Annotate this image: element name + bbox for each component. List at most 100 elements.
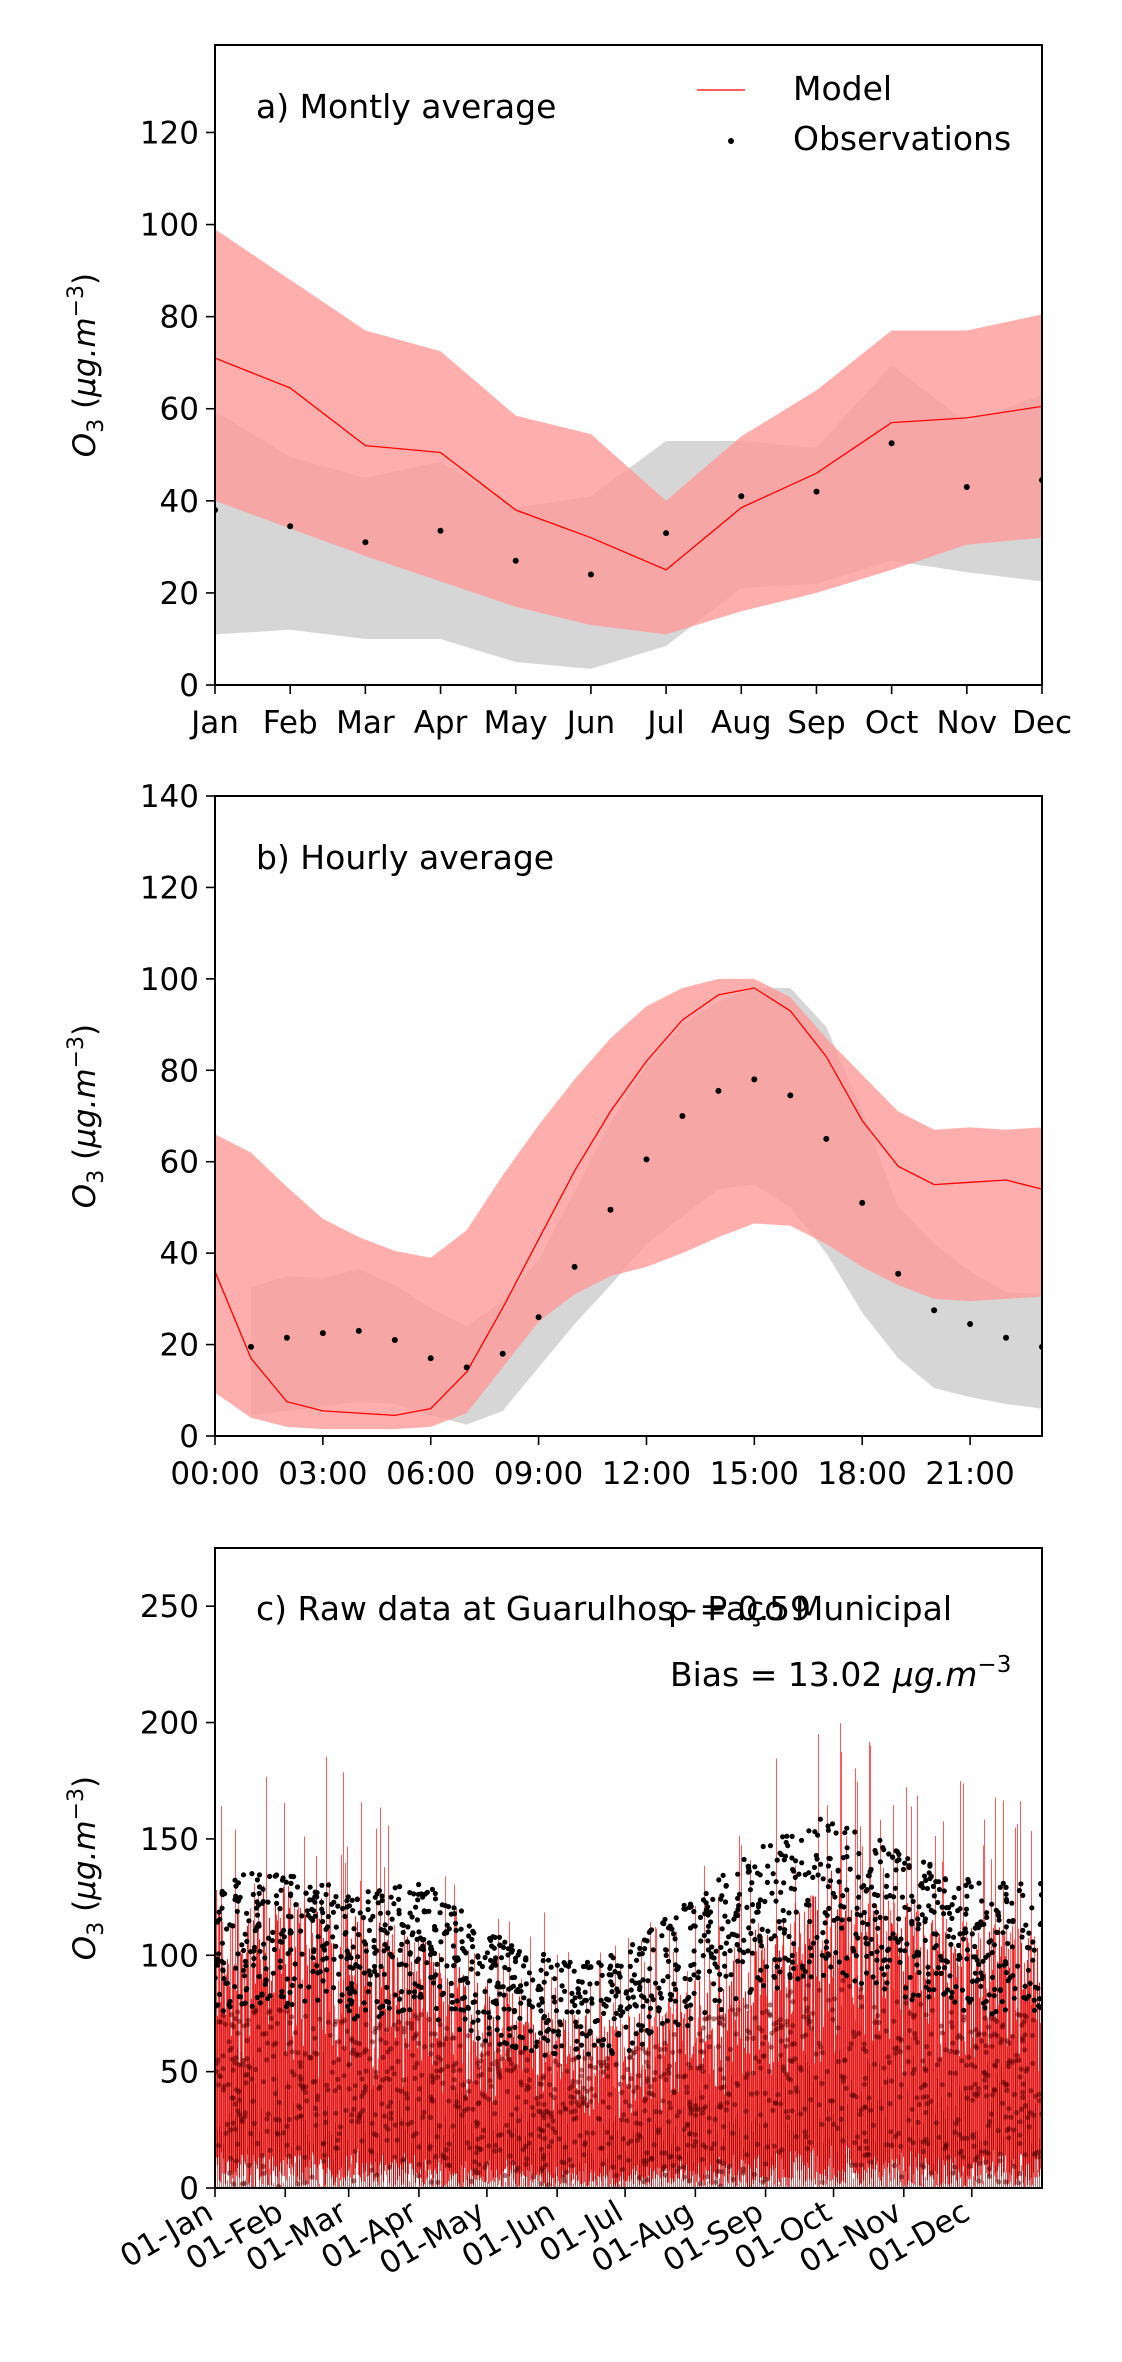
- observation-point: [721, 2160, 727, 2166]
- observation-point: [273, 2091, 279, 2097]
- observation-point: [215, 2002, 221, 2008]
- observation-point: [933, 1931, 940, 1937]
- observation-point: [874, 1957, 880, 1963]
- observation-point: [215, 1962, 220, 1968]
- observation-point: [293, 1902, 299, 1908]
- observation-point: [542, 2135, 548, 2142]
- observation-point: [657, 2109, 663, 2115]
- observation-point: [717, 2183, 724, 2188]
- observation-point: [893, 2050, 899, 2056]
- observation-point: [767, 2002, 773, 2008]
- observation-point: [535, 2101, 541, 2107]
- observation-point: [489, 2061, 495, 2067]
- observation-point: [693, 2106, 699, 2113]
- observation-point: [477, 1960, 483, 1966]
- observation-point: [985, 2150, 991, 2156]
- observation-point: [449, 1993, 455, 1999]
- observation-point: [383, 2040, 389, 2046]
- observation-point: [931, 1909, 937, 1915]
- observation-point: [971, 2143, 977, 2149]
- observation-point: [1022, 1983, 1028, 1989]
- observation-point: [797, 2064, 804, 2070]
- observation-point: [978, 1919, 984, 1925]
- panel-label: a) Montly average: [256, 87, 556, 126]
- observation-point: [625, 2066, 631, 2073]
- observation-point: [915, 1926, 921, 1932]
- observation-point: [893, 1867, 899, 1873]
- observation-point: [1003, 2114, 1009, 2120]
- observation-point: [864, 1953, 870, 1959]
- observation-point: [816, 2102, 823, 2108]
- observation-point: [289, 2069, 295, 2075]
- observation-point: [365, 1906, 371, 1913]
- model-line: [215, 987, 1042, 1417]
- observation-point: [394, 2040, 400, 2046]
- observation-point: [322, 2110, 328, 2116]
- observation-point: [1009, 1900, 1015, 1906]
- observation-point: [1035, 2154, 1041, 2160]
- observation-point: [371, 2131, 377, 2137]
- observation-point: [371, 1963, 378, 1970]
- observation-point: [528, 2132, 534, 2138]
- observation-point: [416, 2144, 422, 2150]
- observation-point: [757, 2065, 764, 2071]
- observation-point: [979, 1898, 985, 1904]
- observation-point: [404, 2042, 410, 2049]
- observation-point: [513, 2045, 519, 2051]
- observation-point: [914, 1962, 920, 1968]
- observation-point: [640, 1977, 646, 1983]
- y-tick-label: 60: [160, 392, 199, 428]
- observation-point: [584, 2103, 591, 2109]
- observation-point: [751, 1076, 758, 1083]
- observation-point: [914, 2039, 920, 2045]
- observation-point: [287, 523, 294, 530]
- observation-point: [591, 2042, 597, 2048]
- observation-point: [512, 1955, 519, 1961]
- observation-point: [344, 1956, 350, 1962]
- observation-point: [774, 1964, 780, 1970]
- observation-point: [992, 2016, 998, 2022]
- observation-point: [521, 1963, 527, 1969]
- observation-point: [611, 2016, 617, 2022]
- observation-point: [516, 1949, 523, 1955]
- observation-point: [313, 2105, 319, 2111]
- observation-point: [449, 1999, 455, 2005]
- observation-point: [713, 2179, 719, 2185]
- observation-point: [716, 1877, 722, 1883]
- observation-point: [310, 1955, 316, 1961]
- observation-point: [744, 1904, 750, 1910]
- observation-point: [548, 1964, 554, 1970]
- observation-point: [499, 2056, 505, 2062]
- observation-point: [319, 1330, 326, 1337]
- observation-point: [941, 1911, 947, 1917]
- observation-point: [331, 2059, 337, 2065]
- x-tick-label: 00:00: [170, 1456, 259, 1492]
- observation-points: [215, 440, 1042, 578]
- observation-point: [357, 2070, 363, 2076]
- observation-point: [715, 2158, 722, 2164]
- observation-point: [810, 1940, 816, 1946]
- observation-point: [876, 2034, 882, 2040]
- observation-point: [771, 2143, 778, 2149]
- observation-point: [578, 2024, 584, 2030]
- observation-point: [309, 1906, 315, 1912]
- observation-point: [486, 2025, 492, 2031]
- observation-point: [775, 2026, 781, 2032]
- x-tick-label: 03:00: [278, 1456, 367, 1492]
- observation-point: [458, 1908, 464, 1914]
- observation-point: [548, 2138, 555, 2145]
- observation-point: [380, 2077, 386, 2083]
- observation-point: [371, 1937, 377, 1944]
- observation-point: [488, 1957, 494, 1963]
- observation-point: [444, 1963, 450, 1969]
- observation-point: [856, 2030, 862, 2037]
- observation-point: [646, 2014, 652, 2020]
- observation-point: [248, 2130, 254, 2137]
- observation-point: [470, 2019, 476, 2025]
- observation-point: [227, 1922, 233, 1928]
- observation-point: [842, 2058, 848, 2064]
- observation-point: [651, 2142, 657, 2148]
- observation-point: [450, 1943, 456, 1949]
- observation-point: [257, 2000, 263, 2006]
- observation-point: [307, 1897, 313, 1903]
